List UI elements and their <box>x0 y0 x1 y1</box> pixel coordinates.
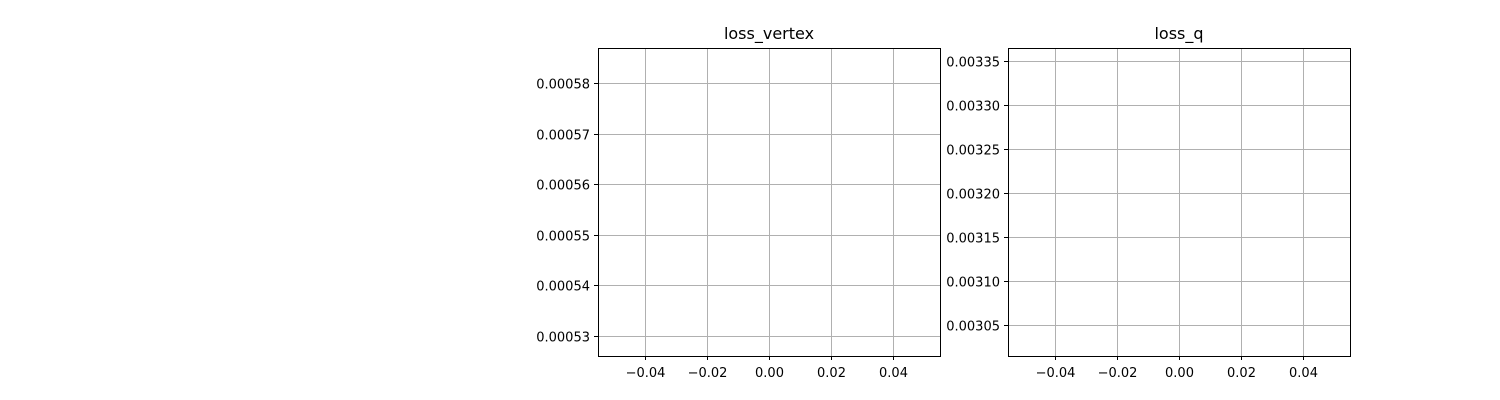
chart-title: loss_vertex <box>724 24 814 44</box>
y-tick-label: 0.00057 <box>536 129 590 144</box>
x-tick-label: 0.04 <box>879 366 908 381</box>
x-tick-label: 0.00 <box>1165 366 1194 381</box>
y-tick-label: 0.00325 <box>946 144 1000 159</box>
y-tick-label: 0.00053 <box>536 331 590 346</box>
y-tick-label: 0.00330 <box>946 100 1000 115</box>
y-tick-label: 0.00056 <box>536 179 590 194</box>
axes-frame <box>598 48 941 357</box>
y-tick-label: 0.00320 <box>946 188 1000 203</box>
y-tick-label: 0.00310 <box>946 276 1000 291</box>
y-tick-label: 0.00335 <box>946 56 1000 71</box>
x-tick-label: 0.02 <box>1227 366 1256 381</box>
y-tick-label: 0.00058 <box>536 78 590 93</box>
x-tick-label: 0.04 <box>1289 366 1318 381</box>
y-tick-label: 0.00055 <box>536 230 590 245</box>
chart-panel-loss-vertex: loss_vertex −0.04 −0.02 0.00 0.02 0.04 0.0005… <box>536 24 941 381</box>
chart-panel-loss-q: loss_q −0.04 −0.02 0.00 0.02 0.04 0.00305 0.00… <box>946 24 1351 381</box>
x-tick-label: −0.02 <box>1098 366 1138 381</box>
x-tick-label: −0.02 <box>688 366 728 381</box>
chart-title: loss_q <box>1154 24 1203 44</box>
y-tick-label: 0.00305 <box>946 320 1000 335</box>
x-tick-label: −0.04 <box>1036 366 1076 381</box>
y-tick-label: 0.00054 <box>536 280 590 295</box>
x-tick-label: 0.00 <box>755 366 784 381</box>
axes-frame <box>1008 48 1351 357</box>
y-tick-label: 0.00315 <box>946 232 1000 247</box>
x-tick-label: −0.04 <box>626 366 666 381</box>
x-tick-label: 0.02 <box>817 366 846 381</box>
